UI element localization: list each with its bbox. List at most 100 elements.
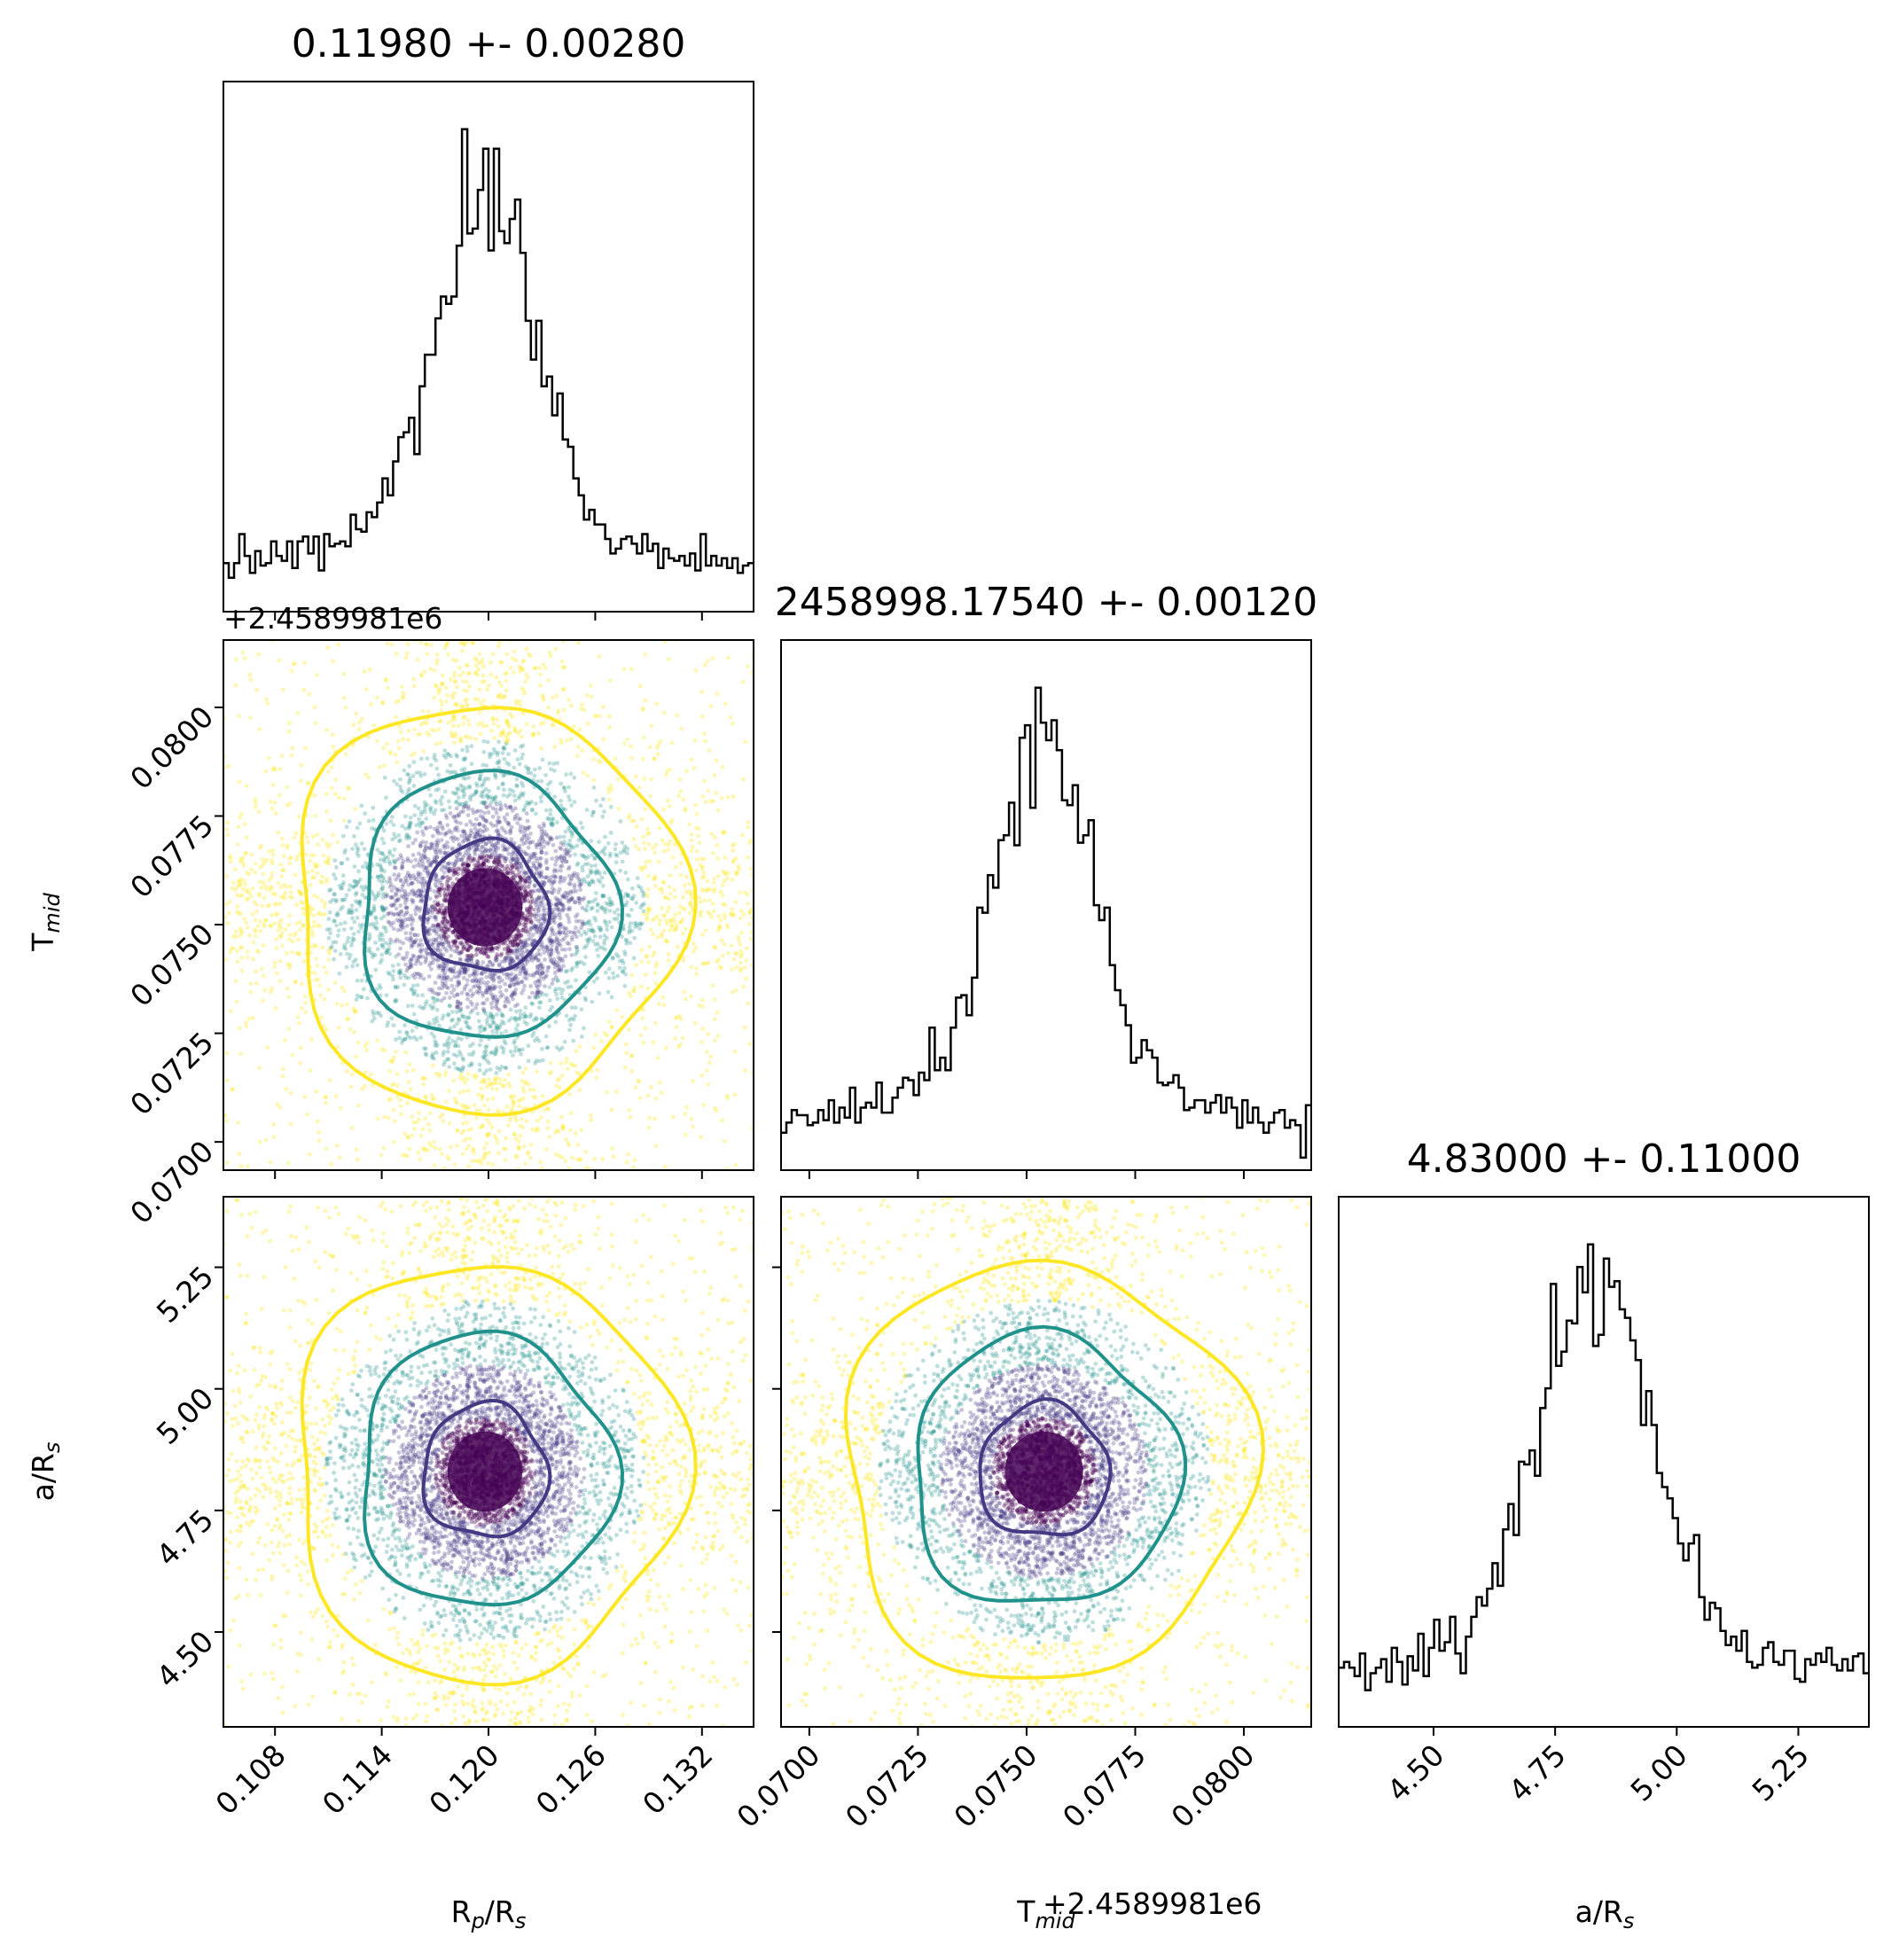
sample-point bbox=[645, 908, 651, 913]
sample-point bbox=[381, 907, 387, 911]
sample-point bbox=[577, 727, 582, 732]
sample-point bbox=[457, 973, 462, 978]
sample-point bbox=[688, 893, 693, 897]
sample-point bbox=[242, 822, 247, 826]
sample-point bbox=[719, 965, 723, 971]
sample-point bbox=[389, 888, 395, 894]
sample-point bbox=[577, 884, 582, 888]
sample-point bbox=[343, 847, 348, 853]
sample-point bbox=[528, 832, 533, 836]
sample-point bbox=[741, 984, 746, 989]
sample-point bbox=[559, 738, 564, 742]
sample-point bbox=[334, 923, 339, 928]
sample-point bbox=[395, 782, 400, 787]
sample-point bbox=[568, 843, 574, 848]
sample-point bbox=[455, 1128, 460, 1133]
sample-point bbox=[256, 893, 262, 898]
sample-point bbox=[429, 1031, 434, 1036]
sample-point bbox=[379, 943, 385, 948]
sample-point bbox=[559, 996, 565, 1000]
sample-point bbox=[312, 875, 316, 880]
sample-point bbox=[272, 800, 277, 805]
sample-point bbox=[446, 888, 451, 893]
sample-point bbox=[347, 907, 352, 912]
sample-point bbox=[223, 957, 229, 962]
sample-point bbox=[667, 657, 671, 662]
sample-point bbox=[616, 912, 621, 918]
sample-point bbox=[648, 927, 653, 933]
sample-point bbox=[704, 1068, 709, 1073]
sample-point bbox=[301, 688, 307, 692]
sample-point bbox=[477, 986, 481, 990]
sample-point bbox=[533, 980, 537, 985]
sample-point bbox=[495, 1012, 499, 1017]
sample-point bbox=[598, 760, 603, 765]
sample-point bbox=[386, 1020, 391, 1025]
sample-point bbox=[406, 729, 411, 733]
sample-point bbox=[531, 907, 536, 912]
sample-point bbox=[433, 1145, 438, 1151]
sample-point bbox=[272, 921, 277, 926]
sample-point bbox=[477, 947, 482, 952]
sample-point bbox=[668, 767, 673, 772]
sample-point bbox=[464, 800, 469, 805]
sample-point bbox=[243, 882, 248, 886]
sample-point bbox=[497, 807, 503, 812]
sample-point bbox=[467, 1052, 472, 1057]
sample-point bbox=[386, 1115, 391, 1121]
sample-point bbox=[631, 1165, 636, 1169]
sample-point bbox=[435, 942, 441, 948]
sample-point bbox=[258, 928, 263, 933]
sample-point bbox=[591, 777, 597, 783]
sample-point bbox=[667, 896, 671, 902]
sample-point bbox=[521, 941, 527, 946]
sample-point bbox=[455, 703, 460, 707]
sample-point bbox=[494, 1002, 499, 1006]
sample-point bbox=[738, 960, 743, 965]
sample-point bbox=[477, 1067, 482, 1073]
sample-point bbox=[425, 871, 430, 876]
sample-point bbox=[363, 687, 369, 691]
sample-point bbox=[521, 658, 527, 663]
sample-point bbox=[733, 988, 738, 993]
sample-point bbox=[677, 1042, 683, 1047]
sample-point bbox=[497, 800, 503, 805]
sample-point bbox=[715, 959, 719, 964]
sample-point bbox=[481, 855, 486, 861]
sample-point bbox=[632, 921, 637, 925]
sample-point bbox=[629, 994, 633, 999]
sample-point bbox=[552, 887, 557, 893]
sample-point bbox=[688, 900, 693, 905]
sample-point bbox=[478, 1158, 483, 1163]
sample-point bbox=[499, 695, 504, 700]
sample-point bbox=[333, 777, 339, 782]
sample-point bbox=[596, 878, 601, 883]
sample-point bbox=[445, 1154, 449, 1160]
sample-point bbox=[432, 859, 437, 864]
sample-point bbox=[405, 856, 410, 861]
sample-point bbox=[486, 964, 490, 969]
sample-point bbox=[399, 919, 404, 924]
sample-point bbox=[253, 861, 258, 866]
sample-point bbox=[701, 856, 707, 862]
sample-point bbox=[598, 927, 603, 933]
sample-point bbox=[561, 1124, 567, 1128]
sample-point bbox=[334, 865, 339, 870]
sample-point bbox=[501, 1146, 506, 1152]
sample-point bbox=[290, 746, 295, 751]
sample-point bbox=[677, 777, 683, 782]
sample-point bbox=[519, 933, 524, 938]
sample-point bbox=[484, 763, 489, 768]
sample-point bbox=[691, 1079, 695, 1083]
sample-point bbox=[453, 702, 457, 707]
sample-point bbox=[582, 1026, 586, 1031]
sample-point bbox=[533, 1128, 538, 1134]
sample-point bbox=[574, 918, 579, 924]
sample-point bbox=[442, 850, 447, 855]
sample-point bbox=[445, 919, 450, 924]
sample-point bbox=[495, 761, 500, 765]
sample-point bbox=[354, 997, 359, 1002]
sample-point bbox=[394, 1037, 398, 1042]
sample-point bbox=[465, 663, 470, 668]
sample-point bbox=[354, 1054, 358, 1059]
